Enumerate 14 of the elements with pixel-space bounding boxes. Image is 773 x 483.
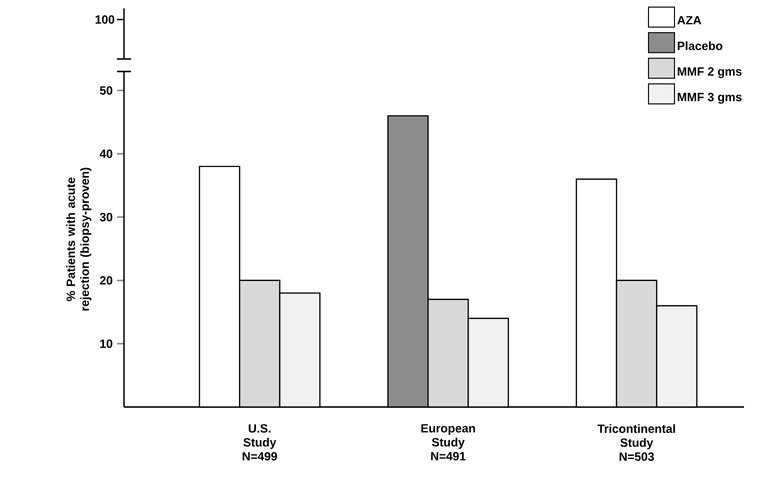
text: 100 bbox=[96, 15, 114, 24]
legend-label: MMF 3 gms bbox=[678, 92, 742, 104]
y-axis-title: % Patients with acute rejection (biopsy-proven) bbox=[66, 168, 92, 311]
y-tick-label: 10 bbox=[100, 339, 112, 348]
legend-label: Placebo bbox=[678, 41, 722, 50]
legend-label: AZA bbox=[677, 16, 702, 24]
y-tick-label: 20 bbox=[100, 276, 112, 285]
y-tick-label: 30 bbox=[100, 212, 112, 222]
x-tick-label: Tricontinental Study N=503 bbox=[598, 424, 675, 461]
y-tick-label: 40 bbox=[100, 150, 112, 158]
x-tick-label: European Study N=491 bbox=[421, 424, 475, 460]
legend-label: MMF 2 gms bbox=[678, 67, 742, 78]
x-tick-label: U.S. Study N=499 bbox=[242, 424, 278, 461]
y-tick-label: 50 bbox=[100, 86, 112, 95]
